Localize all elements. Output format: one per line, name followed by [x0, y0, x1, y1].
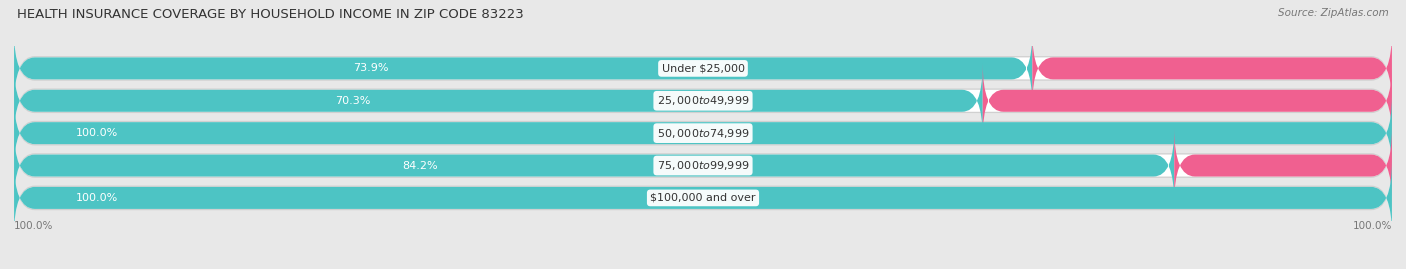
Text: 70.3%: 70.3% — [336, 96, 371, 106]
FancyBboxPatch shape — [14, 31, 1032, 106]
Text: $50,000 to $74,999: $50,000 to $74,999 — [657, 127, 749, 140]
FancyBboxPatch shape — [14, 63, 1392, 138]
FancyBboxPatch shape — [14, 128, 1174, 203]
FancyBboxPatch shape — [14, 95, 1392, 171]
FancyBboxPatch shape — [983, 63, 1392, 138]
Text: 84.2%: 84.2% — [402, 161, 437, 171]
Text: 100.0%: 100.0% — [76, 128, 118, 138]
Text: Under $25,000: Under $25,000 — [661, 63, 745, 73]
Text: Source: ZipAtlas.com: Source: ZipAtlas.com — [1278, 8, 1389, 18]
FancyBboxPatch shape — [14, 65, 1392, 137]
Text: $75,000 to $99,999: $75,000 to $99,999 — [657, 159, 749, 172]
FancyBboxPatch shape — [14, 31, 1392, 106]
FancyBboxPatch shape — [14, 97, 1392, 169]
FancyBboxPatch shape — [14, 128, 1392, 203]
FancyBboxPatch shape — [14, 162, 1392, 234]
Text: 73.9%: 73.9% — [353, 63, 388, 73]
Text: $25,000 to $49,999: $25,000 to $49,999 — [657, 94, 749, 107]
Text: 100.0%: 100.0% — [14, 221, 53, 231]
Text: $100,000 and over: $100,000 and over — [650, 193, 756, 203]
FancyBboxPatch shape — [14, 32, 1392, 105]
FancyBboxPatch shape — [14, 63, 983, 138]
FancyBboxPatch shape — [14, 129, 1392, 202]
FancyBboxPatch shape — [1032, 31, 1392, 106]
FancyBboxPatch shape — [14, 160, 1392, 235]
Text: 100.0%: 100.0% — [76, 193, 118, 203]
Text: HEALTH INSURANCE COVERAGE BY HOUSEHOLD INCOME IN ZIP CODE 83223: HEALTH INSURANCE COVERAGE BY HOUSEHOLD I… — [17, 8, 523, 21]
Text: 100.0%: 100.0% — [1353, 221, 1392, 231]
FancyBboxPatch shape — [14, 160, 1392, 235]
FancyBboxPatch shape — [1174, 128, 1392, 203]
FancyBboxPatch shape — [14, 95, 1392, 171]
